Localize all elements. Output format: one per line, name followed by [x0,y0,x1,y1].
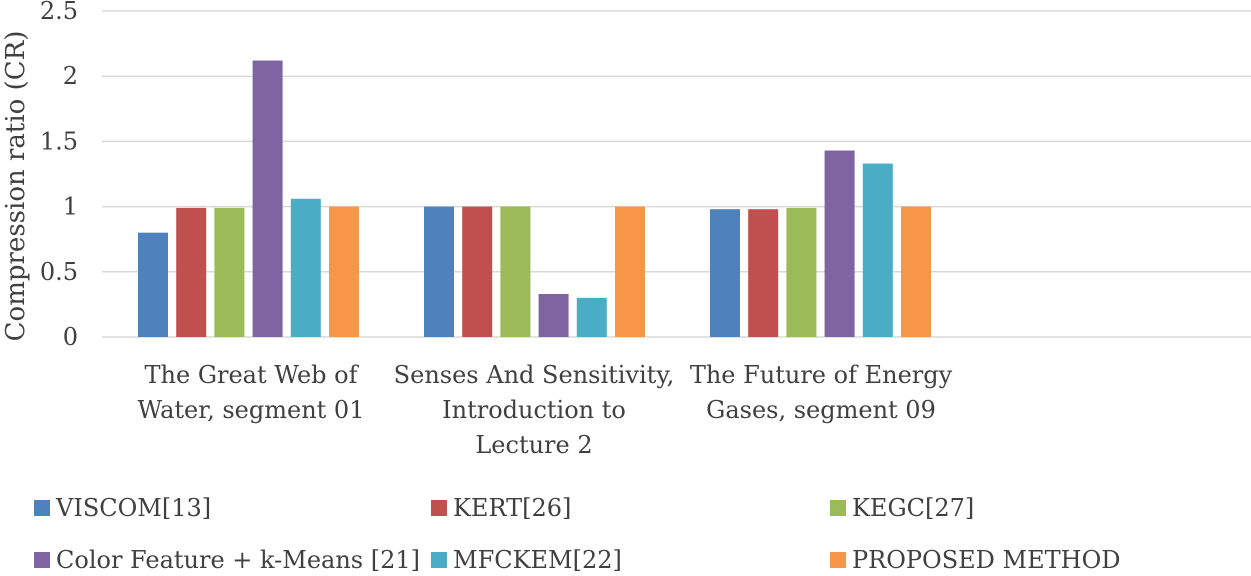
legend-swatch [431,552,447,568]
bars [138,60,931,337]
category-label: The Future of Energy [690,361,953,389]
legend-swatch [830,500,846,516]
bar-viscom-13 [138,232,168,337]
y-tick-labels: 0 0.5 1 1.5 2 2.5 [40,0,78,351]
bar-kegc-27 [786,207,817,337]
legend-label: KEGC[27] [852,494,975,522]
legend-swatch [431,500,447,516]
y-tick-label: 1.5 [40,127,78,155]
bar-viscom-13 [424,206,454,337]
bar-color-feature-k-means-21 [252,60,283,337]
bar-kegc-27 [500,206,531,337]
bar-mfckem-22 [290,198,321,337]
y-tick-label: 2.5 [40,0,78,25]
y-tick-label: 0 [63,323,78,351]
legend-label: VISCOM[13] [56,494,212,522]
category-label: Gases, segment 09 [706,396,936,424]
legend-swatch [830,552,846,568]
category-label: The Great Web of [145,361,360,389]
y-tick-label: 2 [63,62,78,90]
bar-proposed-method [901,206,931,337]
legend-label: PROPOSED METHOD [852,546,1121,574]
bar-color-feature-k-means-21 [538,293,569,337]
legend-item: KEGC[27] [830,493,974,523]
bar-kert-26 [748,209,779,337]
legend-item: PROPOSED METHOD [830,545,1121,575]
category-label: Senses And Sensitivity, [394,361,675,389]
legend-label: Color Feature + k-Means [21] [56,546,421,574]
y-tick-label: 1 [63,193,78,221]
legend: VISCOM[13] KERT[26] KEGC[27] Color Feature … [0,480,1251,576]
y-tick-label: 0.5 [40,258,78,286]
legend-item: Color Feature + k-Means [21] [34,545,420,575]
legend-item: KERT[26] [431,493,571,523]
y-axis-label: Compression ratio (CR) [1,31,31,342]
legend-label: MFCKEM[22] [453,546,622,574]
bar-kegc-27 [214,207,245,337]
bar-viscom-13 [710,209,740,337]
legend-item: VISCOM[13] [34,493,211,523]
category-label: Water, segment 01 [138,396,365,424]
category-labels: The Great Web of Water, segment 01 Senses … [138,361,953,459]
legend-swatch [34,552,50,568]
bar-proposed-method [329,206,359,337]
bar-color-feature-k-means-21 [824,150,855,337]
legend-label: KERT[26] [453,494,572,522]
bar-kert-26 [176,207,207,337]
category-label: Lecture 2 [475,431,592,459]
legend-item: MFCKEM[22] [431,545,622,575]
bar-chart: 0 0.5 1 1.5 2 2.5 The Great Web of Water, segm… [1,0,1251,459]
bar-mfckem-22 [576,297,607,337]
category-label: Introduction to [442,396,626,424]
bar-proposed-method [615,206,645,337]
bar-mfckem-22 [862,163,893,337]
bar-kert-26 [462,206,493,337]
legend-swatch [34,500,50,516]
